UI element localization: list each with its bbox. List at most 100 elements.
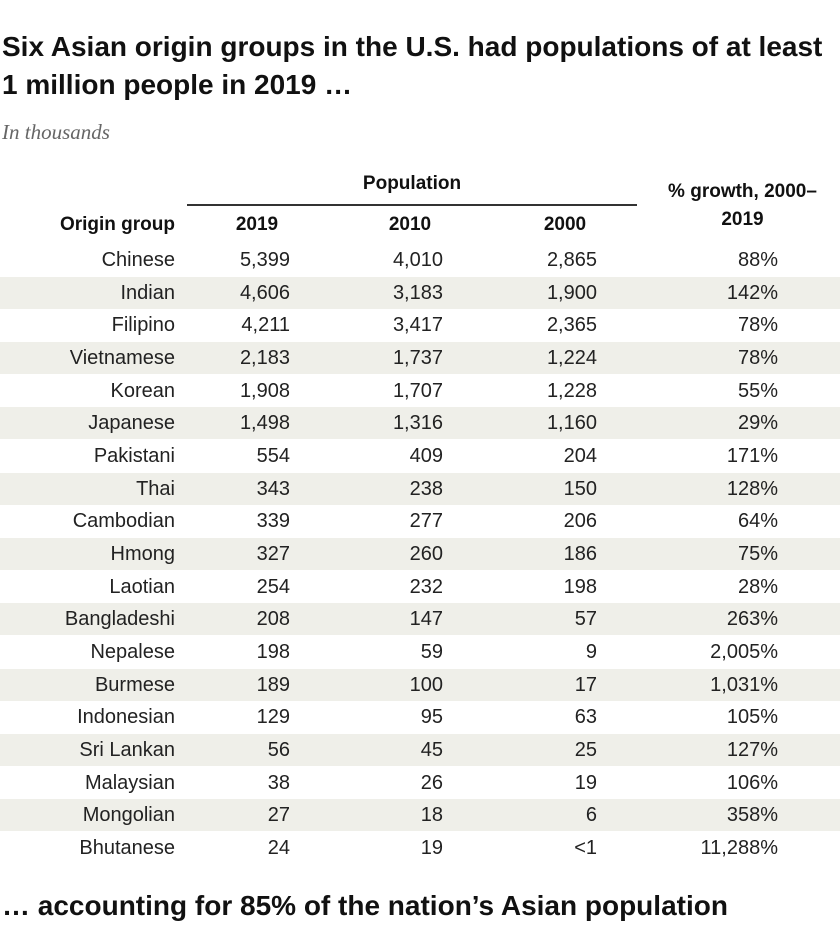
row-band xyxy=(0,538,840,571)
cell: 1,737 xyxy=(392,347,443,369)
rule xyxy=(187,204,637,206)
column-header: % growth, 2000–2019 xyxy=(668,181,817,230)
cell: 1,908 xyxy=(239,379,290,402)
cell: 198 xyxy=(256,641,290,664)
row-band xyxy=(0,407,840,440)
row-band xyxy=(0,472,840,505)
cell: 1,160 xyxy=(546,412,597,435)
row-label: Indian xyxy=(120,281,176,304)
cell: 4,606 xyxy=(239,281,290,304)
cell: 127% xyxy=(726,739,778,762)
cell: 150 xyxy=(563,477,597,500)
row-label: Malaysian xyxy=(84,771,175,794)
column-header: 2010 xyxy=(388,214,432,235)
cell: 64% xyxy=(737,510,778,533)
cell: 63 xyxy=(574,706,597,729)
cell: 198 xyxy=(563,575,597,598)
row-label: Vietnamese xyxy=(69,347,175,369)
cell: 78% xyxy=(737,314,778,337)
footer: … accounting for 85% of the nation’s Asi… xyxy=(2,890,728,921)
cell: 4,211 xyxy=(241,314,290,337)
cell: 129 xyxy=(256,706,290,729)
cell: 106% xyxy=(726,771,778,794)
cell: 142% xyxy=(726,281,778,304)
cell: 26 xyxy=(420,771,443,794)
cell: 171% xyxy=(726,445,778,468)
cell: 57 xyxy=(574,608,597,631)
row-band xyxy=(0,668,840,701)
row-label: Cambodian xyxy=(72,510,175,533)
cell: 17 xyxy=(574,673,597,696)
row-label: Korean xyxy=(110,379,176,402)
row-band xyxy=(0,342,840,374)
cell: 56 xyxy=(267,739,290,762)
cell: 206 xyxy=(563,510,597,533)
row-label: Burmese xyxy=(94,673,175,696)
cell: 1,316 xyxy=(392,412,443,435)
cell: 28% xyxy=(737,575,778,598)
cell: 18 xyxy=(420,804,443,827)
cell: 238 xyxy=(409,477,443,500)
cell: 24 xyxy=(267,837,290,860)
column-header: 2000 xyxy=(543,214,587,235)
row-label: Hmong xyxy=(110,543,175,566)
row-label: Pakistani xyxy=(93,445,175,468)
row-label: Bangladeshi xyxy=(64,608,175,631)
cell: 254 xyxy=(256,575,290,598)
row-band xyxy=(0,603,840,636)
row-label: Laotian xyxy=(109,575,175,598)
cell: 1,224 xyxy=(546,347,597,369)
row-label: Chinese xyxy=(101,249,175,271)
cell: 1,707 xyxy=(392,379,443,402)
cell: 327 xyxy=(256,543,290,566)
cell: 147 xyxy=(409,608,443,631)
cell: <1 xyxy=(574,837,597,860)
cell: 1,498 xyxy=(239,412,290,435)
row-label: Mongolian xyxy=(82,804,175,827)
cell: 100 xyxy=(409,673,443,696)
cell: 554 xyxy=(256,445,290,468)
column-header: 2019 xyxy=(235,214,279,235)
cell: 263% xyxy=(726,608,778,631)
cell: 277 xyxy=(409,510,443,533)
cell: 343 xyxy=(256,477,290,500)
subtitle: In thousands xyxy=(2,120,110,144)
cell: 11,288% xyxy=(700,837,778,860)
cell: 186 xyxy=(563,543,597,566)
title: Six Asian origin groups in the U.S. had … xyxy=(2,31,823,100)
cell: 128% xyxy=(726,477,778,500)
cell: 358% xyxy=(726,804,778,827)
cell: 19 xyxy=(420,837,443,860)
row-band xyxy=(0,799,840,832)
cell: 27 xyxy=(267,804,290,827)
cell: 260 xyxy=(409,543,443,566)
cell: 3,183 xyxy=(392,281,443,304)
cell: 2,005% xyxy=(710,641,778,664)
group-header: Population xyxy=(362,173,462,194)
row-label: Japanese xyxy=(88,412,175,435)
row-band xyxy=(0,276,840,309)
column-header: Origin group xyxy=(59,214,175,235)
cell: 95 xyxy=(420,706,443,729)
cell: 88% xyxy=(737,249,778,271)
cell: 29% xyxy=(737,412,778,435)
row-label: Sri Lankan xyxy=(79,739,175,762)
cell: 2,365 xyxy=(546,314,597,337)
cell: 204 xyxy=(563,445,597,468)
cell: 78% xyxy=(737,347,778,369)
cell: 1,228 xyxy=(546,379,597,402)
row-label: Bhutanese xyxy=(79,837,175,860)
cell: 208 xyxy=(256,608,290,631)
row-label: Nepalese xyxy=(90,641,175,664)
row-label: Indonesian xyxy=(77,706,175,729)
cell: 45 xyxy=(420,739,443,762)
cell: 5,399 xyxy=(239,249,290,271)
cell: 1,900 xyxy=(546,281,597,304)
cell: 189 xyxy=(256,673,290,696)
cell: 339 xyxy=(256,510,290,533)
cell: 75% xyxy=(737,543,778,566)
cell: 38 xyxy=(267,771,290,794)
row-band xyxy=(0,734,840,767)
cell: 4,010 xyxy=(392,249,443,271)
